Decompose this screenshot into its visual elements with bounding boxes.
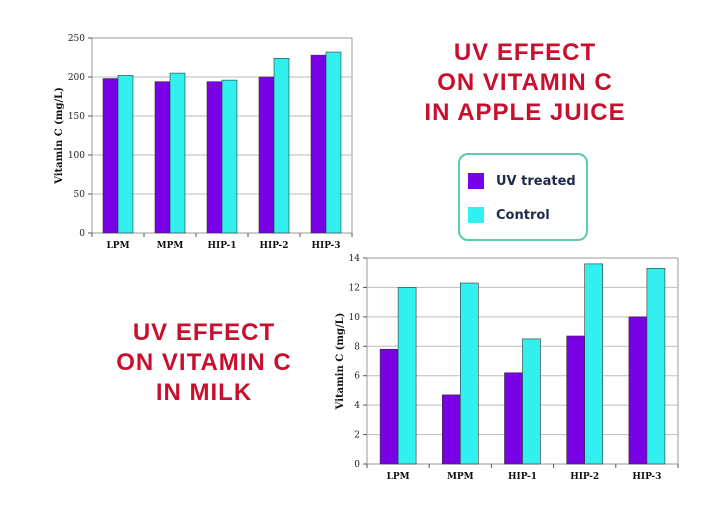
legend-swatch-uv [468,173,484,189]
milk-bar-control-hip-2 [584,263,604,465]
legend-label-uv: UV treated [496,173,576,189]
chart-legend: UV treated Control [458,153,588,241]
apple-y-tick-label: 250 [68,34,85,44]
apple-x-tick-label: MPM [157,241,184,251]
apple-title-line-1: UV EFFECT [453,39,597,66]
apple-title-line-2: ON VITAMIN C [437,69,613,96]
milk-bar-control-hip-1 [522,338,541,465]
apple-y-tick-label: 200 [68,73,85,83]
apple-bar-control-hip-3 [325,51,342,234]
milk-y-axis-label: Vitamin C (mg/L) [335,313,346,411]
apple-y-tick-label: 50 [74,190,86,200]
milk-title-line-2: ON VITAMIN C [116,349,292,376]
legend-label-control: Control [496,207,550,223]
apple-x-tick-label: HIP-1 [208,241,237,251]
milk-y-tick-label: 12 [349,283,360,293]
milk-x-tick-label: HIP-3 [632,472,661,482]
apple-bar-control-hip-2 [273,57,290,234]
milk-bar-uv-hip-1 [504,372,523,465]
legend-item-uv: UV treated [468,171,576,191]
apple-x-tick-label: HIP-3 [312,241,341,251]
milk-y-tick-label: 4 [354,401,360,411]
apple-y-tick-label: 150 [68,112,85,122]
milk-y-tick-label: 8 [354,342,360,352]
apple-x-tick-label: LPM [106,241,129,251]
milk-x-tick-label: MPM [447,472,474,482]
milk-bar-uv-hip-2 [566,335,586,465]
apple-bar-control-mpm [169,72,186,234]
apple-y-tick-label: 100 [68,151,85,161]
legend-swatch-control [468,207,484,223]
milk-title-line-1: UV EFFECT [132,319,276,346]
milk-x-tick-label: LPM [387,472,410,482]
milk-bar-control-mpm [459,282,479,465]
apple-y-axis-label: Vitamin C (mg/L) [54,87,65,185]
milk-bar-uv-mpm [441,394,461,465]
milk-y-tick-label: 0 [354,460,360,470]
legend-item-control: Control [468,205,550,225]
milk-title: UV EFFECT ON VITAMIN C IN MILK [96,318,312,408]
milk-bar-control-lpm [397,287,417,465]
milk-x-tick-label: HIP-1 [508,472,537,482]
apple-x-tick-label: HIP-2 [260,241,289,251]
apple-bar-control-lpm [117,75,134,234]
milk-y-tick-label: 6 [354,372,360,382]
milk-bar-uv-hip-3 [628,316,648,465]
apple-y-tick-label: 0 [79,229,85,239]
milk-title-line-3: IN MILK [155,379,253,406]
milk-y-tick-label: 2 [354,431,360,441]
milk-y-tick-label: 14 [349,254,361,264]
milk-bar-control-hip-3 [646,267,666,465]
apple-juice-title: UV EFFECT ON VITAMIN C IN APPLE JUICE [400,38,650,128]
milk-y-tick-label: 10 [349,313,361,323]
apple-title-line-3: IN APPLE JUICE [424,99,626,126]
apple-bar-control-hip-1 [221,79,238,234]
milk-x-tick-label: HIP-2 [570,472,599,482]
milk-bar-uv-lpm [379,348,399,465]
